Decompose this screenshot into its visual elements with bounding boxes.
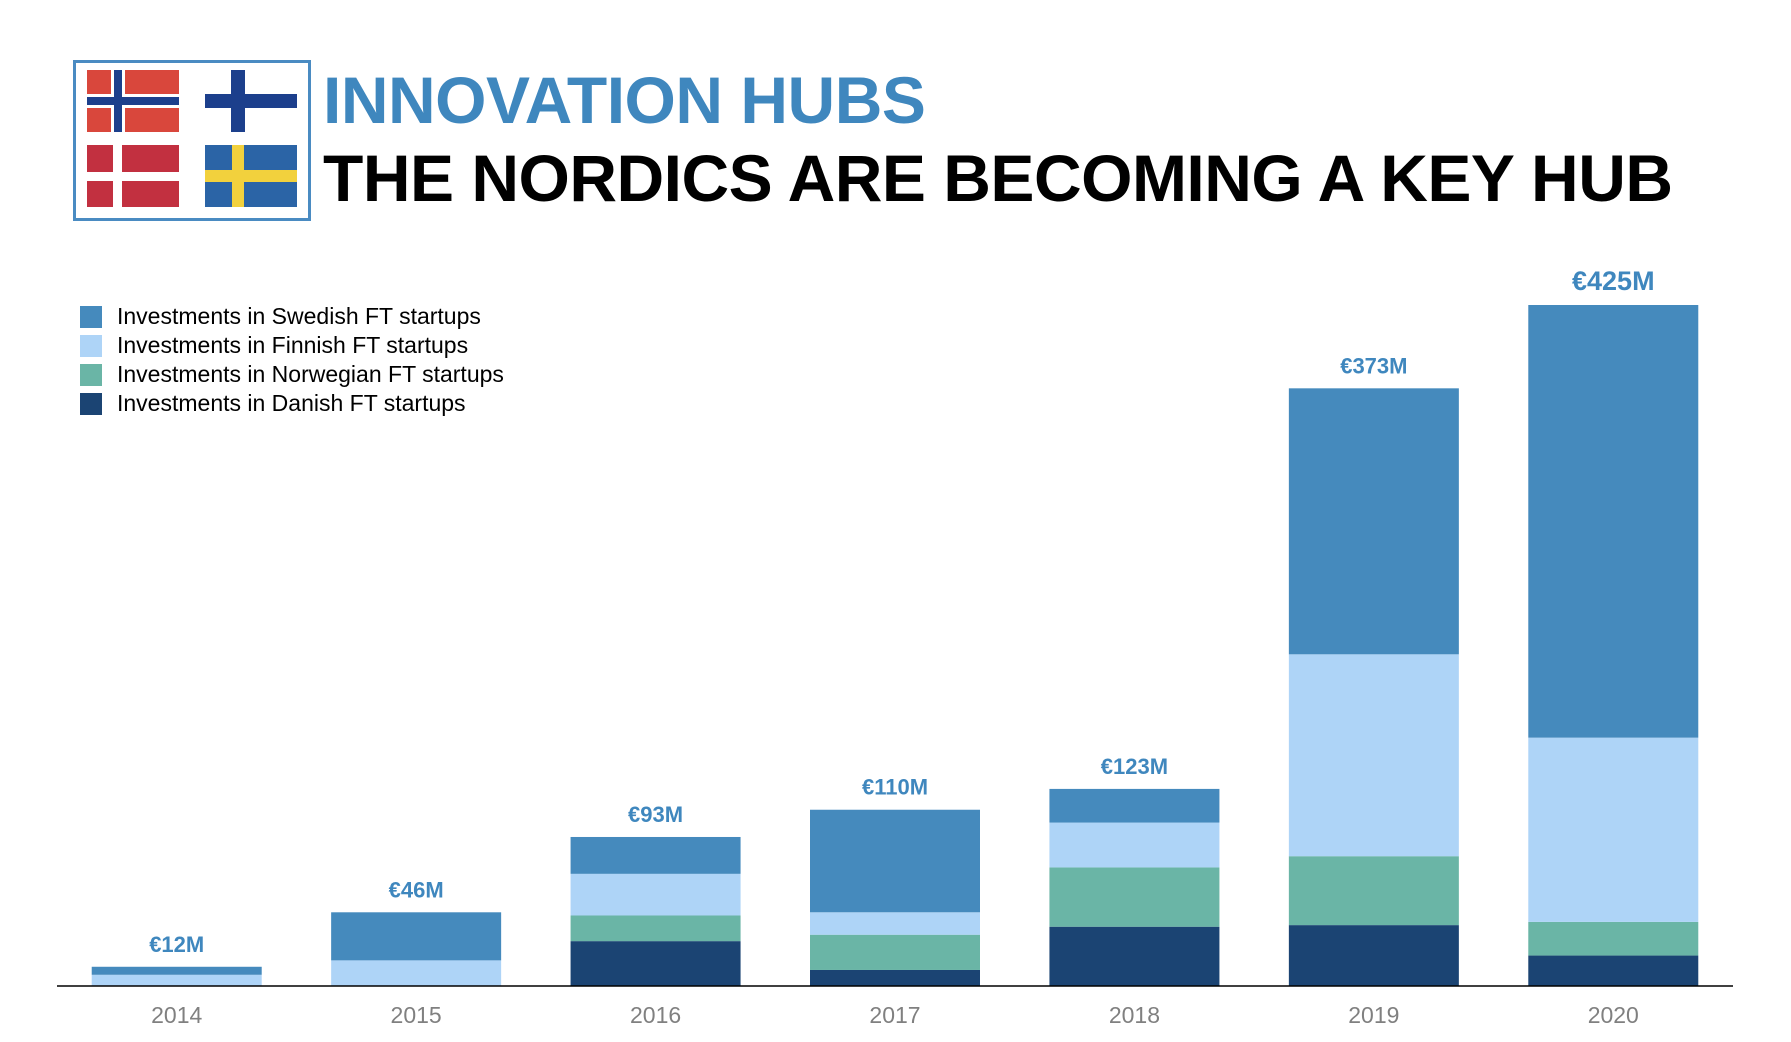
norway-flag-icon [87, 70, 179, 132]
chart-supertitle: INNOVATION HUBS [323, 63, 926, 137]
bar-2018-danish [1049, 926, 1220, 986]
bar-2018-norwegian [1049, 867, 1220, 927]
legend-swatch-swedish [80, 305, 102, 328]
bar-2020-norwegian [1528, 921, 1699, 956]
bar-2016-swedish [570, 836, 741, 874]
total-label-2019: €373M [1340, 353, 1407, 378]
bar-2017-norwegian [810, 934, 980, 970]
bar-2015-finnish [331, 960, 502, 986]
bar-2019-swedish [1288, 388, 1459, 655]
total-label-2016: €93M [628, 802, 683, 827]
bar-2014-finnish [91, 974, 262, 986]
legend-item-swedish: Investments in Swedish FT startups [80, 302, 504, 331]
bar-2014-swedish [91, 966, 262, 975]
bar-2019-danish [1288, 925, 1459, 986]
bar-2017-danish [810, 969, 980, 986]
bar-2018-finnish [1049, 822, 1220, 868]
x-tick-label-2016: 2016 [630, 1002, 681, 1028]
nordic-flags-logo [73, 60, 311, 221]
legend-item-finnish: Investments in Finnish FT startups [80, 331, 504, 360]
legend-item-danish: Investments in Danish FT startups [80, 389, 504, 418]
x-tick-label-2018: 2018 [1109, 1002, 1160, 1028]
x-tick-label-2017: 2017 [869, 1002, 920, 1028]
legend-label-finnish: Investments in Finnish FT startups [117, 332, 469, 358]
bar-2016-finnish [570, 873, 741, 916]
denmark-flag-icon [87, 145, 179, 207]
bar-2020-danish [1528, 955, 1699, 986]
legend-label-swedish: Investments in Swedish FT startups [117, 303, 481, 329]
total-label-2017: €110M [862, 775, 928, 800]
bar-2017-swedish [810, 809, 980, 913]
legend-item-norwegian: Investments in Norwegian FT startups [80, 360, 504, 389]
total-label-2014: €12M [149, 932, 204, 957]
chart-title: THE NORDICS ARE BECOMING A KEY HUB [323, 141, 1673, 215]
bar-2015-swedish [331, 912, 502, 961]
legend-swatch-danish [80, 392, 102, 415]
x-tick-label-2020: 2020 [1588, 1002, 1639, 1028]
x-tick-label-2019: 2019 [1348, 1002, 1399, 1028]
bar-2019-norwegian [1288, 856, 1459, 926]
x-tick-label-2015: 2015 [391, 1002, 442, 1028]
legend-label-danish: Investments in Danish FT startups [117, 390, 466, 416]
bar-2019-finnish [1288, 654, 1459, 857]
finland-flag-icon [205, 70, 297, 132]
legend-swatch-finnish [80, 334, 102, 357]
chart-legend: Investments in Swedish FT startups Inves… [80, 302, 504, 418]
x-tick-label-2014: 2014 [151, 1002, 202, 1028]
bar-2020-swedish [1528, 305, 1699, 738]
total-label-2018: €123M [1101, 754, 1168, 779]
bar-2016-danish [570, 941, 741, 986]
sweden-flag-icon [205, 145, 297, 207]
bar-2016-norwegian [570, 915, 741, 942]
total-label-2020: €425M [1572, 266, 1655, 296]
bar-2018-swedish [1049, 788, 1220, 823]
legend-swatch-norwegian [80, 363, 102, 386]
legend-label-norwegian: Investments in Norwegian FT startups [117, 361, 504, 387]
total-label-2015: €46M [389, 877, 444, 902]
bar-2020-finnish [1528, 737, 1699, 922]
bar-2017-finnish [810, 912, 980, 935]
